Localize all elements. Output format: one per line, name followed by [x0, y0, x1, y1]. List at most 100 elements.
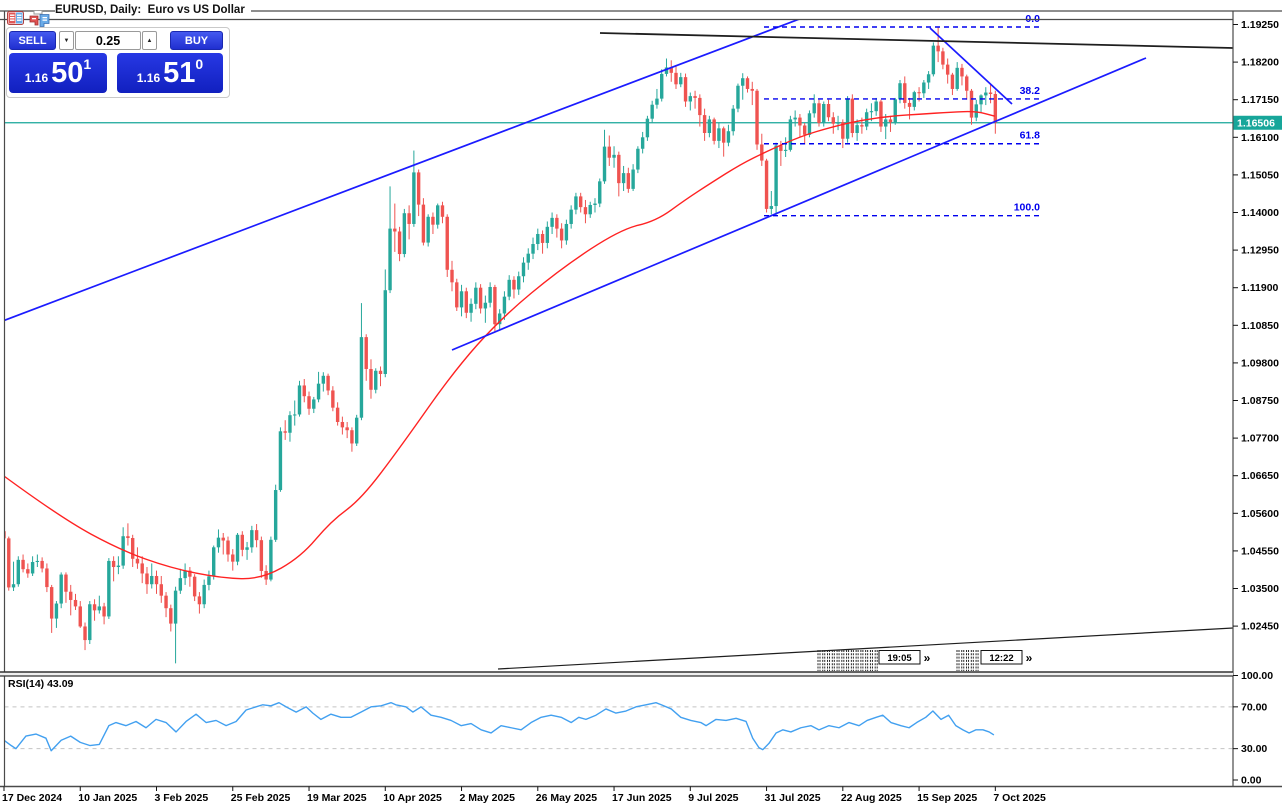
candle: [536, 228, 540, 251]
candle: [283, 420, 287, 440]
candle: [11, 561, 16, 592]
buy-price-display[interactable]: 1.16 51 0: [117, 53, 223, 93]
price-axis-label: 1.02450: [1241, 621, 1279, 633]
date-axis[interactable]: 17 Dec 2024 10 Jan 2025 3 Feb 2025 25 Feb 2…: [2, 786, 1046, 805]
candle: [64, 572, 68, 603]
ascending-channel-lower[interactable]: [451, 57, 1147, 351]
candle: [493, 284, 497, 333]
event-marker-group: 12:22 »: [956, 650, 1033, 671]
candle: [636, 146, 640, 174]
moving-average-line[interactable]: [4, 110, 996, 580]
date-axis-label: 22 Aug 2025: [841, 792, 902, 804]
candle: [602, 129, 607, 184]
candle: [69, 584, 73, 616]
price-axis-label: 1.19250: [1241, 19, 1279, 31]
candle: [326, 373, 330, 396]
candle: [350, 427, 354, 452]
one-click-trading-icon[interactable]: [29, 10, 51, 27]
candle: [107, 558, 111, 619]
sell-price-point: 1: [83, 56, 92, 72]
candle: [741, 73, 745, 100]
candle: [855, 119, 859, 141]
candle: [822, 101, 826, 127]
candle: [316, 371, 321, 403]
candle: [936, 27, 940, 63]
candle: [374, 368, 378, 394]
candle: [712, 117, 716, 145]
rsi-indicator-label: RSI(14) 43.09: [8, 678, 74, 690]
candle: [650, 100, 654, 123]
candle: [507, 275, 511, 301]
candle: [941, 47, 945, 70]
date-axis-label: 9 Jul 2025: [688, 792, 738, 804]
candle: [960, 63, 964, 86]
candle: [717, 122, 721, 149]
candle: [340, 416, 345, 435]
candle: [726, 124, 731, 147]
candle: [564, 219, 569, 245]
price-axis[interactable]: 1.19250 1.18200 1.17150 1.16100 1.15050 1.140…: [1233, 19, 1282, 787]
candle: [335, 402, 340, 426]
chart-title: EURUSD, Daily: Euro vs US Dollar: [55, 4, 251, 16]
candle: [121, 527, 125, 569]
buy-button[interactable]: BUY: [170, 31, 223, 50]
date-axis-label: 19 Mar 2025: [307, 792, 367, 804]
lot-decrease-button[interactable]: ▼: [59, 31, 74, 50]
candle: [250, 525, 254, 553]
candle: [302, 379, 306, 403]
candle: [397, 226, 402, 262]
candle: [321, 372, 326, 392]
candle: [559, 223, 564, 249]
event-time-box[interactable]: [980, 650, 1023, 665]
candle: [683, 73, 688, 107]
rsi-panel: RSI(14) 43.09: [4, 678, 1233, 752]
candle: [945, 58, 950, 84]
date-axis-label: 7 Oct 2025: [993, 792, 1046, 804]
candle: [40, 557, 44, 573]
price-axis-label: 1.10850: [1241, 320, 1279, 332]
sell-button[interactable]: SELL: [9, 31, 56, 50]
candle: [207, 570, 211, 591]
rsi-axis-label: 70.00: [1241, 701, 1267, 713]
candle: [440, 201, 445, 224]
candle: [459, 284, 464, 317]
candle: [383, 269, 387, 378]
ascending-channel-upper[interactable]: [0, 15, 810, 322]
candle: [245, 541, 249, 560]
candle: [969, 88, 974, 125]
candle: [588, 201, 592, 218]
candle: [550, 212, 554, 234]
candle: [874, 97, 878, 116]
candle: [45, 563, 49, 593]
rsi-plot: [4, 701, 995, 752]
depth-of-market-icon[interactable]: [7, 10, 25, 26]
candle: [364, 334, 368, 381]
candle: [235, 533, 240, 566]
event-time-box[interactable]: [878, 650, 921, 665]
candle: [54, 601, 59, 628]
price-axis-label: 1.08750: [1241, 395, 1279, 407]
candle: [269, 536, 273, 582]
bottom-wedge-line[interactable]: [497, 627, 1233, 670]
candle: [807, 110, 812, 138]
price-axis-label: 1.03500: [1241, 583, 1279, 595]
price-axis-label: 1.11900: [1241, 282, 1279, 294]
candle: [369, 359, 373, 399]
candle: [898, 80, 902, 104]
horizontal-resistance-line[interactable]: [599, 32, 1233, 49]
candle: [88, 601, 92, 645]
candle: [359, 303, 364, 421]
lot-size-input[interactable]: [75, 31, 141, 50]
candle: [688, 92, 693, 111]
price-axis-label: 1.04550: [1241, 545, 1279, 557]
candle: [721, 126, 726, 157]
lot-increase-button[interactable]: ▲: [142, 31, 157, 50]
chart-borders: [0, 10, 1282, 788]
sell-price-digits: 50: [51, 56, 84, 89]
candle: [578, 192, 583, 213]
sell-price-display[interactable]: 1.16 50 1: [9, 53, 107, 93]
candle: [769, 191, 774, 215]
